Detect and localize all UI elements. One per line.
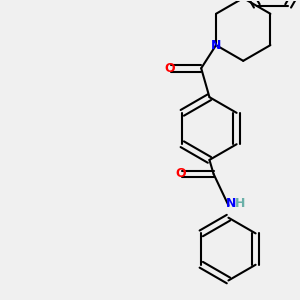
- Text: H: H: [235, 197, 245, 210]
- Text: N: N: [226, 197, 236, 210]
- Text: O: O: [175, 167, 186, 180]
- Text: O: O: [164, 62, 175, 75]
- Text: N: N: [211, 39, 221, 52]
